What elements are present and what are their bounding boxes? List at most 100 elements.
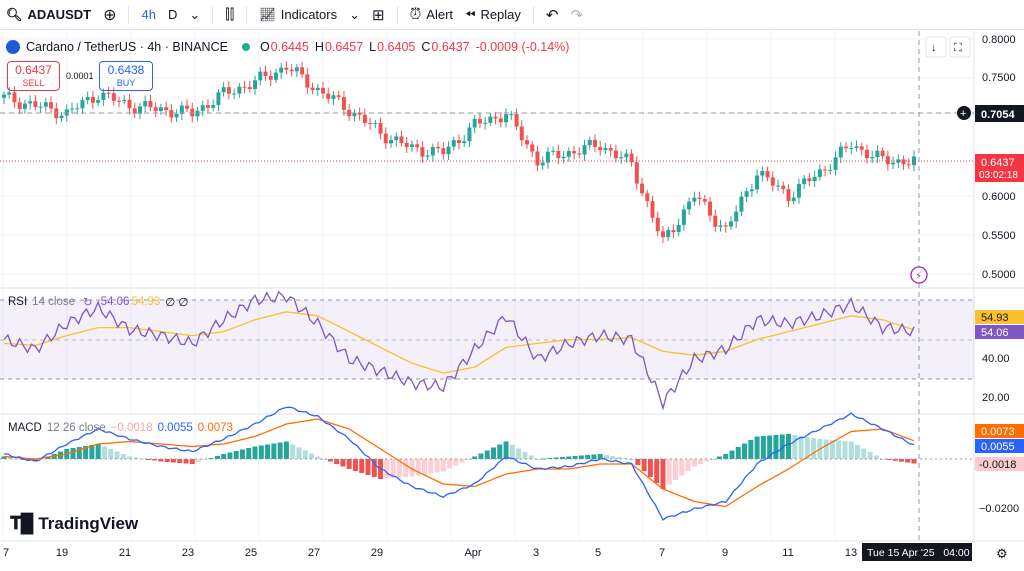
alert-button[interactable]: ⏰︎ Alert bbox=[404, 0, 459, 30]
rsi-title[interactable]: RSI bbox=[8, 296, 28, 308]
candle-body bbox=[828, 169, 833, 171]
rsi-tick: 40.00 bbox=[982, 353, 1010, 365]
candle-body bbox=[802, 178, 807, 185]
candle-body bbox=[681, 209, 686, 225]
macd-histogram-bar bbox=[892, 459, 898, 461]
macd-histogram-bar bbox=[139, 458, 145, 460]
macd-histogram-bar bbox=[334, 459, 340, 464]
tradingview-logo[interactable]: 𝐓█ TradingView bbox=[10, 513, 138, 534]
candle-body bbox=[185, 105, 190, 109]
add-alert-icon[interactable] bbox=[957, 106, 971, 120]
compare-button[interactable]: ⊕ bbox=[97, 0, 122, 30]
sell-price: 0.6437 bbox=[15, 63, 52, 77]
undo-button[interactable]: ↶ bbox=[540, 0, 565, 30]
candle-body bbox=[692, 197, 697, 202]
macd-histogram-bar bbox=[911, 459, 917, 464]
candle-body bbox=[43, 102, 48, 107]
macd-histogram-bar bbox=[509, 445, 515, 459]
macd-histogram-bar bbox=[239, 449, 245, 459]
candle-body bbox=[127, 99, 132, 109]
buy-button[interactable]: 0.6438 BUY bbox=[99, 61, 153, 91]
sell-button[interactable]: 0.6437 SELL bbox=[7, 61, 60, 91]
candle-body bbox=[660, 231, 665, 238]
price-tick: 0.7500 bbox=[982, 72, 1016, 84]
macd-signal-line bbox=[3, 418, 915, 508]
candle-body bbox=[321, 87, 326, 94]
chart-type-button[interactable]: ⫿⫿ bbox=[219, 0, 240, 30]
candle-body bbox=[174, 113, 179, 118]
price-tick: 0.5500 bbox=[982, 230, 1016, 242]
candle-body bbox=[137, 106, 142, 114]
grid-icon: ⊞ bbox=[372, 6, 385, 24]
symbol-search[interactable]: 🔍︎ ADAUSDT bbox=[0, 0, 97, 30]
lightning-icon[interactable] bbox=[910, 266, 928, 284]
candle-body bbox=[723, 225, 728, 227]
candle-body bbox=[891, 162, 896, 165]
macd-histogram-bar bbox=[89, 445, 95, 459]
refresh-icon: ↻ bbox=[83, 297, 93, 309]
candle-body bbox=[713, 215, 718, 227]
settings-gear-icon[interactable]: ⚙ bbox=[996, 546, 1008, 561]
plus-icon: + bbox=[960, 108, 966, 120]
candle-body bbox=[409, 144, 414, 148]
macd-histogram-bar bbox=[553, 457, 559, 459]
divider bbox=[532, 5, 534, 24]
macd-histogram-bar bbox=[855, 445, 861, 459]
candle-body bbox=[796, 184, 801, 198]
chart-canvas[interactable]: 0.8000 0.7500 0.6000 0.5500 0.5000 0.705… bbox=[0, 31, 1024, 571]
candle-body bbox=[572, 151, 577, 154]
macd-histogram-bar bbox=[45, 456, 51, 459]
layout-button[interactable]: ⊞ bbox=[366, 0, 391, 30]
pair-title[interactable]: Cardano / TetherUS · 4h · BINANCE bbox=[26, 40, 228, 54]
main-legend: Cardano / TetherUS · 4h · BINANCE O 0.644… bbox=[6, 40, 569, 54]
candle-body bbox=[85, 97, 90, 101]
indicators-button[interactable]: 📈︎ Indicators bbox=[253, 0, 343, 30]
macd-params: 12 26 close bbox=[46, 422, 106, 434]
candle-body bbox=[75, 108, 80, 110]
macd-histogram-bar bbox=[221, 454, 227, 459]
macd-histogram-bar bbox=[309, 453, 315, 459]
time-crosshair-label: Tue 15 Apr '25 04:00 bbox=[867, 547, 970, 559]
candle-body bbox=[901, 159, 906, 165]
symbol-label: ADAUSDT bbox=[27, 7, 92, 22]
candle-body bbox=[519, 126, 524, 141]
collapse-pane-button[interactable] bbox=[925, 36, 947, 58]
search-icon: 🔍︎ bbox=[6, 6, 23, 22]
candle-body bbox=[326, 93, 331, 99]
candle-body bbox=[791, 197, 796, 202]
candle-body bbox=[645, 193, 650, 202]
time-axis-label: 11 bbox=[782, 547, 793, 559]
indicators-dropdown[interactable]: ⌄ bbox=[343, 0, 366, 30]
maximize-pane-button[interactable] bbox=[949, 36, 971, 58]
candle-body bbox=[477, 118, 482, 124]
macd-title[interactable]: MACD bbox=[8, 422, 42, 434]
macd-histogram-bar bbox=[396, 459, 402, 478]
macd-histogram-bar bbox=[271, 443, 277, 459]
macd-histogram-bar bbox=[798, 436, 804, 459]
candle-body bbox=[232, 93, 237, 95]
candle-body bbox=[702, 199, 707, 202]
macd-histogram-bar bbox=[704, 459, 710, 462]
candle-body bbox=[859, 146, 864, 150]
candle-body bbox=[284, 67, 289, 70]
macd-histogram-bar bbox=[716, 456, 722, 459]
rsi-ma-axis-label-bg bbox=[975, 310, 1024, 324]
indicators-icon: 📈︎ bbox=[259, 6, 276, 22]
redo-button[interactable]: ↷ bbox=[564, 0, 589, 30]
hist-axis-label: -0.0018 bbox=[979, 459, 1016, 471]
macd-histogram-bar bbox=[246, 448, 252, 459]
macd-histogram-bar bbox=[227, 452, 233, 459]
macd-histogram-bar bbox=[616, 457, 622, 459]
macd-histogram-bar bbox=[829, 440, 835, 459]
interval-dropdown[interactable]: ⌄ bbox=[183, 0, 206, 30]
interval-d[interactable]: D bbox=[162, 0, 183, 30]
macd-histogram-bar bbox=[453, 459, 459, 466]
alert-label: Alert bbox=[426, 7, 454, 22]
replay-button[interactable]: ⏪︎ Replay bbox=[459, 0, 527, 30]
time-axis-label: 23 bbox=[182, 547, 194, 559]
interval-4h[interactable]: 4h bbox=[135, 0, 161, 30]
candle-body bbox=[755, 175, 760, 190]
candle-body bbox=[420, 147, 425, 157]
candle-body bbox=[12, 92, 17, 103]
macd-histogram-bar bbox=[867, 452, 873, 459]
